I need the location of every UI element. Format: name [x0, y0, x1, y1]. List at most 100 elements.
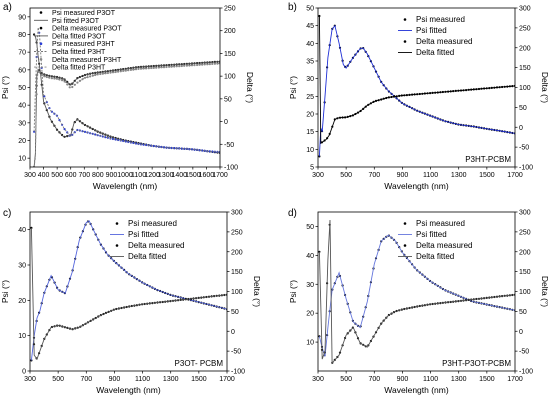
legend-marker [115, 222, 119, 225]
x-tick-label: 700 [78, 172, 90, 179]
y-tick-label: 25 [306, 94, 314, 101]
legend-label: Delta fitted [128, 252, 166, 261]
y2-tick-label: 50 [231, 309, 239, 316]
y-tick-label: 45 [306, 23, 314, 30]
y-tick-label: 60 [18, 67, 26, 74]
y-tick-label: 20 [18, 138, 26, 145]
series-line-2 [318, 234, 515, 357]
y2-tick-label: 100 [231, 289, 243, 296]
legend-label: Psi measured [416, 219, 465, 228]
x-tick-label: 1300 [163, 376, 179, 383]
y-tick-label: 35 [306, 59, 314, 66]
data-point [114, 138, 117, 141]
data-point [318, 14, 321, 18]
x-tick-label: 1100 [423, 376, 438, 383]
y-tick-label: 20 [18, 298, 26, 305]
y2-tick-label: -100 [519, 369, 533, 376]
y2-tick-label: 200 [519, 45, 531, 52]
legend-label: Delta measured P3OT [52, 26, 122, 33]
x-tick-label: 900 [106, 172, 118, 179]
x-tick-label: 300 [24, 172, 36, 179]
y-tick-label: 20 [306, 311, 314, 318]
series-line-4 [318, 15, 515, 145]
x-tick-label: 1500 [185, 172, 201, 179]
y2-tick-label: 250 [519, 229, 531, 236]
x-tick-label: 1600 [199, 172, 215, 179]
legend: Psi measured Psi fitted Delta measured Delt… [110, 219, 184, 261]
series-group [30, 220, 227, 362]
y2-tick-label: 50 [224, 96, 232, 103]
data-point [122, 69, 125, 72]
y-tick-label: 5 [310, 165, 314, 172]
legend-label: Psi fitted [128, 230, 159, 239]
y2-tick-label: 150 [224, 51, 236, 58]
x-tick-label: 1200 [144, 172, 160, 179]
series-line-2 [33, 34, 220, 154]
y-tick-label: 10 [306, 147, 314, 154]
y-axis-label: Psi (°) [0, 76, 10, 99]
series-line-8 [33, 62, 220, 167]
y2-tick-label: 150 [519, 269, 531, 276]
x-tick-label: 700 [368, 172, 380, 179]
y2-tick-label: -50 [224, 142, 234, 149]
series-group [318, 219, 515, 365]
x-axis-label: Wavelength (nm) [384, 385, 449, 395]
data-point [114, 70, 117, 74]
data-point [150, 66, 153, 70]
legend-label: Delta fitted [416, 252, 454, 261]
legend-marker [39, 42, 43, 45]
y-tick-label: 10 [18, 333, 26, 340]
legend-label: Delta fitted [416, 48, 454, 57]
legend-marker [403, 244, 407, 247]
x-tick-label: 700 [80, 376, 92, 383]
x-tick-label: 1500 [479, 376, 495, 383]
x-tick-label: 1500 [479, 172, 495, 179]
data-point [142, 143, 145, 146]
legend-label: Delta measured [416, 37, 472, 46]
data-point [55, 77, 59, 80]
y2-tick-label: -50 [519, 145, 529, 152]
y-tick-label: 50 [306, 224, 314, 231]
y2-axis-label: Delta (°) [245, 72, 255, 103]
data-point [142, 67, 145, 70]
x-tick-label: 300 [312, 172, 324, 179]
series-line-2 [318, 24, 515, 157]
y2-axis-label: Delta (°) [540, 276, 550, 307]
y2-tick-label: 150 [231, 269, 243, 276]
y2-tick-label: 200 [231, 249, 243, 256]
y2-tick-label: -100 [519, 165, 533, 172]
data-point [170, 146, 173, 150]
x-tick-label: 1700 [507, 376, 523, 383]
data-point [173, 147, 176, 150]
legend: Psi measured Psi fitted Delta measured Delt… [398, 15, 472, 57]
x-tick-label: 1400 [171, 172, 187, 179]
panel-label: a) [3, 2, 12, 13]
data-point [190, 148, 194, 151]
y2-axis-label: Delta (°) [540, 72, 550, 103]
y-tick-label: 30 [306, 282, 314, 289]
y-axis-label: Psi (°) [288, 280, 298, 303]
legend-label: Delta fitted P3HT [52, 49, 106, 56]
y2-tick-label: -50 [519, 349, 529, 356]
x-tick-label: 1700 [219, 376, 235, 383]
x-tick-label: 500 [51, 172, 63, 179]
legend-label: Delta fitted P3OT [52, 33, 106, 40]
legend-marker [403, 18, 407, 21]
x-axis-label: Wavelength (nm) [96, 385, 161, 395]
y2-tick-label: -100 [231, 369, 245, 376]
data-point [180, 147, 183, 150]
x-tick-label: 700 [368, 376, 380, 383]
y2-tick-label: 0 [231, 329, 235, 336]
legend-label: Psi measured [128, 219, 177, 228]
y-tick-label: 10 [306, 340, 314, 347]
chart-panel-1: a)300 400 500 600 700 800 900 10001100120013001… [0, 2, 255, 191]
y-axis-label: Psi (°) [0, 280, 10, 303]
legend-label: Delta measured P3HT [52, 57, 122, 64]
panel-annotation: P3HT-PCBM [465, 155, 511, 164]
y2-tick-label: 100 [224, 74, 236, 81]
panel-label: c) [3, 208, 11, 219]
series-group [318, 14, 515, 158]
x-tick-label: 1700 [212, 172, 228, 179]
y-tick-label: 90 [18, 14, 26, 21]
